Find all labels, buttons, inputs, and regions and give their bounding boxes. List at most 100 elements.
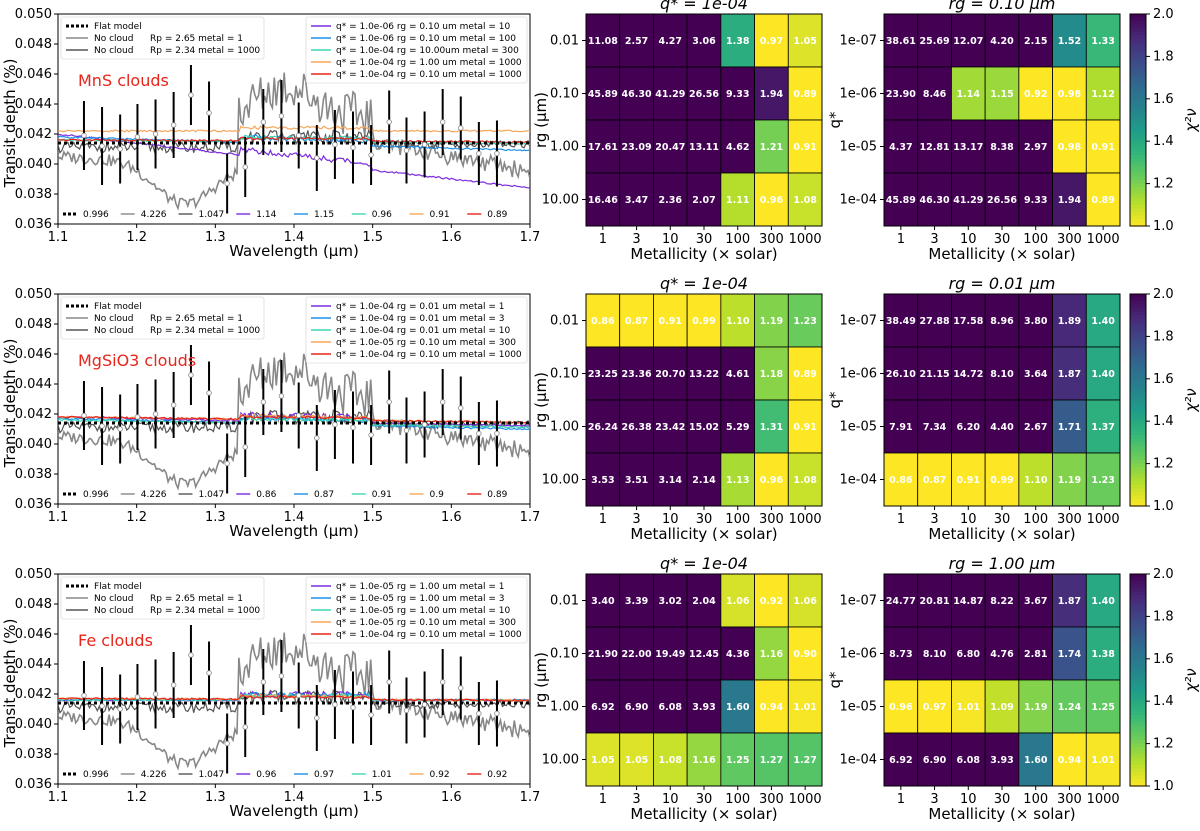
heatmap-cell-value: 1.15 bbox=[990, 89, 1013, 100]
y-tick-label: 0.01 bbox=[550, 314, 579, 329]
legend-params: Rp = 2.65 metal = 1 bbox=[150, 314, 243, 324]
heatmap-cell bbox=[1052, 172, 1087, 227]
legend-label: No cloud bbox=[94, 326, 133, 336]
y-tick-label: 1e-06 bbox=[839, 367, 877, 382]
y-axis-label: q* bbox=[826, 111, 844, 129]
data-point bbox=[476, 150, 482, 157]
chi2-value: 0.89 bbox=[487, 490, 507, 500]
heatmap-cell bbox=[984, 626, 1020, 681]
chi2-value: 0.91 bbox=[430, 210, 450, 220]
heatmap-cell bbox=[653, 13, 688, 68]
data-point bbox=[421, 701, 428, 708]
colorbar-segment bbox=[1130, 683, 1146, 688]
y-tick-label: 1e-07 bbox=[839, 314, 877, 329]
colorbar-segment bbox=[1130, 442, 1146, 447]
colorbar-segment bbox=[1130, 375, 1146, 380]
x-tick-label: 1.7 bbox=[520, 230, 541, 245]
x-tick-label: 100 bbox=[725, 232, 750, 247]
data-point bbox=[117, 426, 123, 432]
colorbar-segment bbox=[1130, 354, 1146, 359]
heatmap-cell-value: 14.87 bbox=[953, 596, 983, 607]
x-axis-label: Wavelength (μm) bbox=[229, 522, 359, 540]
y-axis-label: Transit depth (%) bbox=[1, 59, 19, 189]
colorbar-segment bbox=[1130, 35, 1146, 40]
chi2-value: 0.996 bbox=[83, 490, 109, 500]
heatmap-cell bbox=[1018, 679, 1053, 734]
heatmap-cell-value: 1.27 bbox=[793, 755, 816, 766]
heatmap-cell bbox=[951, 119, 986, 174]
heatmap-cell bbox=[951, 293, 986, 348]
colorbar-segment bbox=[1130, 474, 1146, 479]
heatmap-cell bbox=[1052, 679, 1087, 734]
colorbar-segment bbox=[1130, 201, 1146, 206]
x-axis-label: Metallicity (× solar) bbox=[928, 525, 1075, 543]
data-point bbox=[188, 92, 194, 98]
chi2-value: 0.97 bbox=[314, 770, 334, 780]
y-tick-label: 0.040 bbox=[15, 157, 52, 172]
heatmap-cell-value: 0.98 bbox=[1058, 89, 1082, 100]
chi2-value: 0.87 bbox=[314, 490, 334, 500]
colorbar-segment bbox=[1130, 396, 1146, 401]
heatmap-cell bbox=[1052, 293, 1087, 348]
heatmap-cell-value: 1.33 bbox=[1091, 36, 1114, 47]
heatmap-cell-value: 17.61 bbox=[588, 142, 618, 153]
heatmap-cell-value: 1.74 bbox=[1058, 649, 1082, 660]
data-point bbox=[403, 707, 410, 714]
heatmap-cell-value: 2.04 bbox=[692, 596, 716, 607]
heatmap-title: q* = 1e-04 bbox=[660, 0, 748, 13]
heatmap-cell bbox=[917, 732, 952, 787]
heatmap-cell-value: 0.96 bbox=[889, 702, 913, 713]
colorbar-tick-label: 1.4 bbox=[1153, 414, 1174, 429]
legend-box bbox=[60, 296, 265, 340]
colorbar-segment bbox=[1130, 424, 1146, 429]
heatmap-cell bbox=[619, 119, 654, 174]
colorbar-segment bbox=[1130, 602, 1146, 607]
heatmap-cell-value: 4.40 bbox=[990, 422, 1014, 433]
y-tick-label: 0.048 bbox=[15, 317, 52, 332]
heatmap-cell bbox=[720, 679, 755, 734]
colorbar-segment bbox=[1130, 67, 1146, 72]
heatmap-cell-value: 0.94 bbox=[760, 702, 784, 713]
colorbar-tick-label: 1.2 bbox=[1153, 177, 1174, 192]
chi2-value: 0.91 bbox=[372, 490, 392, 500]
chi2-value: 0.96 bbox=[372, 210, 392, 220]
colorbar-label: χ²ν bbox=[1182, 108, 1200, 132]
x-tick-label: 300 bbox=[759, 512, 784, 527]
heatmap-cell-value: 0.91 bbox=[793, 142, 816, 153]
y-tick-label: 0.046 bbox=[15, 67, 52, 82]
heatmap-cell-value: 3.67 bbox=[1024, 596, 1047, 607]
heatmap-cell-value: 3.93 bbox=[990, 755, 1013, 766]
x-tick-label: 3 bbox=[632, 512, 640, 527]
data-point bbox=[206, 110, 212, 116]
data-point bbox=[188, 372, 194, 378]
colorbar-segment bbox=[1130, 137, 1146, 142]
heatmap-cell-value: 8.46 bbox=[923, 89, 947, 100]
data-point bbox=[458, 125, 464, 131]
y-tick-label: 0.038 bbox=[15, 187, 52, 202]
legend-label: No cloud bbox=[94, 606, 133, 616]
colorbar-segment bbox=[1130, 141, 1146, 146]
heatmap-cell bbox=[917, 172, 952, 227]
x-tick-label: 1.1 bbox=[48, 790, 69, 805]
x-tick-label: 3 bbox=[930, 792, 938, 807]
data-point bbox=[368, 152, 374, 158]
data-point bbox=[332, 421, 338, 428]
heatmap-cell-value: 1.01 bbox=[1091, 755, 1114, 766]
colorbar-segment bbox=[1130, 634, 1146, 639]
heatmap-cell-value: 8.10 bbox=[923, 649, 947, 660]
heatmap-cell-value: 4.37 bbox=[889, 142, 912, 153]
heatmap-cell-value: 1.19 bbox=[1058, 475, 1081, 486]
data-point bbox=[152, 691, 159, 697]
y-tick-label: 1e-05 bbox=[839, 140, 877, 155]
heatmap-title: rg = 0.01 μm bbox=[949, 274, 1056, 293]
colorbar-segment bbox=[1130, 315, 1146, 320]
heatmap-cell bbox=[754, 732, 789, 787]
colorbar-segment bbox=[1130, 84, 1146, 89]
colorbar-segment bbox=[1130, 38, 1146, 43]
chi2-value: 1.01 bbox=[372, 770, 392, 780]
colorbar-segment bbox=[1130, 301, 1146, 306]
colorbar-segment bbox=[1130, 655, 1146, 660]
heatmap-cell bbox=[619, 679, 654, 734]
heatmap-cell-value: 1.21 bbox=[760, 142, 783, 153]
data-point bbox=[260, 399, 267, 405]
